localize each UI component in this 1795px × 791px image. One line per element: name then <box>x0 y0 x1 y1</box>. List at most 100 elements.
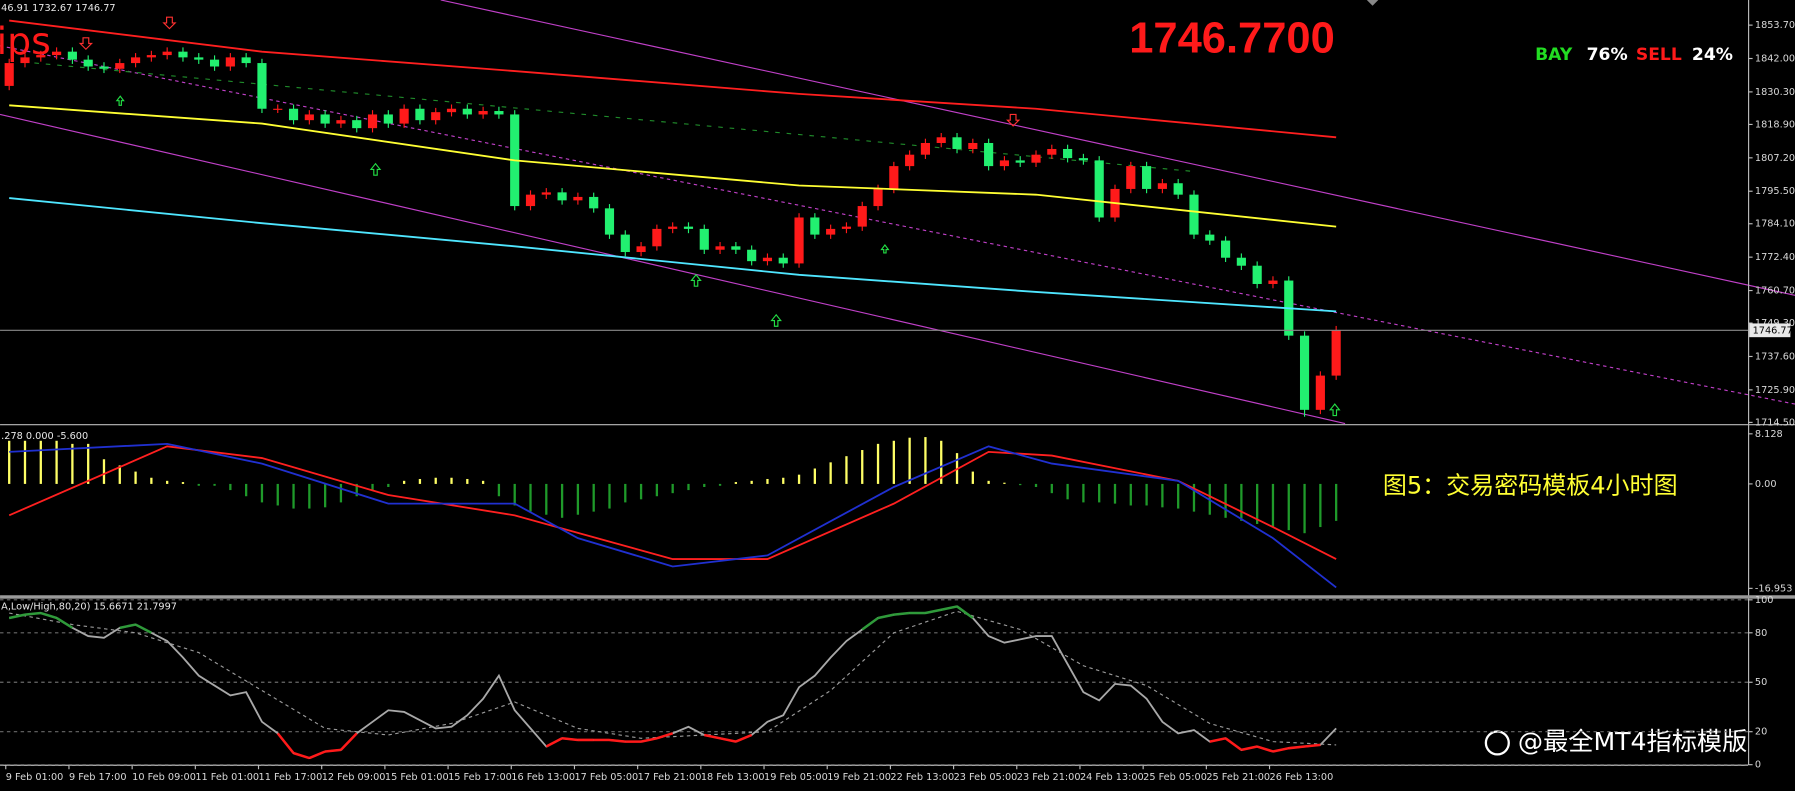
zone-segment <box>545 737 563 748</box>
arrow-up <box>115 95 125 106</box>
candle-body <box>1126 166 1136 189</box>
histogram-bar <box>339 483 343 503</box>
zone-segment <box>719 737 737 743</box>
zone-segment <box>561 737 579 742</box>
histogram-bar <box>213 483 216 486</box>
candle-body <box>1268 280 1278 284</box>
y-tick-label: 1853.70 <box>1755 20 1795 31</box>
histogram-bar <box>323 483 327 508</box>
histogram-bar <box>655 483 659 497</box>
y-tick-label: 1737.60 <box>1755 351 1795 362</box>
candle-body <box>209 59 220 67</box>
histogram-bar <box>1240 483 1243 521</box>
candle-body <box>415 108 425 121</box>
caption: 图5：交易密码模板4小时图 <box>1383 472 1678 500</box>
histogram-bar <box>481 480 485 484</box>
histogram-bar <box>892 440 895 484</box>
zone-segment <box>1209 737 1226 743</box>
candle-body <box>1094 160 1104 218</box>
sell-share: 24% <box>1692 45 1733 65</box>
histogram-bar <box>1192 483 1196 512</box>
candle-body <box>589 196 599 209</box>
histogram-bar <box>766 478 769 484</box>
y-tick-label: 1714.50 <box>1755 417 1795 428</box>
histogram-bar <box>940 440 943 484</box>
candle-body <box>1252 265 1262 284</box>
histogram-bar <box>1082 483 1085 503</box>
time-label: 25 Feb 21:00 <box>1206 772 1270 783</box>
candle-body <box>905 154 915 167</box>
candle-body <box>4 63 14 86</box>
zone-segment <box>956 605 974 619</box>
candle-body <box>446 108 457 113</box>
candle-body <box>747 249 757 262</box>
candle-body <box>873 188 883 207</box>
histogram-bar <box>829 462 832 484</box>
panel-separator <box>0 595 1795 599</box>
histogram-bar <box>639 483 643 500</box>
zone-segment <box>877 613 895 620</box>
histogram-bar <box>718 483 722 486</box>
time-label: 24 Feb 13:00 <box>1080 772 1144 783</box>
histogram-bar <box>245 483 248 497</box>
candle-body <box>936 137 946 143</box>
histogram-bar <box>703 483 706 487</box>
arrow-up <box>880 244 890 254</box>
scroll-marker <box>1366 0 1379 6</box>
histogram-bar <box>87 443 90 484</box>
candle-body <box>731 246 741 250</box>
candle-body <box>1063 148 1073 159</box>
histogram-bar <box>1224 483 1227 518</box>
histogram-bar <box>797 474 801 484</box>
y-tick-label: 1760.70 <box>1755 286 1795 297</box>
current-price-box <box>1749 323 1791 338</box>
candle-body <box>810 217 820 235</box>
y-tick-label: 50 <box>1755 677 1767 688</box>
candle-body <box>920 142 931 155</box>
buy-share: 76% <box>1587 45 1628 65</box>
candle-body <box>320 114 330 124</box>
zone-segment <box>940 605 958 611</box>
candle-body <box>273 108 283 110</box>
histogram-bar <box>450 477 453 484</box>
candle-body <box>431 112 441 121</box>
y-tick-label: 20 <box>1755 727 1767 738</box>
candle-body <box>762 257 773 262</box>
histogram-bar <box>434 477 437 484</box>
histogram-bar <box>687 483 690 491</box>
histogram-bar <box>371 483 374 491</box>
histogram-bar <box>418 478 422 484</box>
y-tick-label: 0 <box>1755 760 1761 771</box>
histogram-bar <box>1177 483 1180 509</box>
histogram-bar <box>1319 483 1322 528</box>
zone-segment <box>640 737 658 743</box>
buy-label: BAY <box>1535 45 1573 65</box>
zone-segment <box>925 608 942 615</box>
histogram-bar <box>39 440 42 484</box>
zone-segment <box>40 611 57 620</box>
candle-body <box>1142 166 1152 189</box>
indicator-line <box>9 442 1337 589</box>
histogram-bar <box>1161 483 1164 508</box>
candle-body <box>984 142 994 167</box>
zone-segment <box>1256 745 1274 753</box>
histogram-bar <box>8 440 11 484</box>
watermark: @最全MT4指标模版 <box>1518 727 1747 756</box>
y-tick-label: 1795.50 <box>1755 186 1795 197</box>
candle-body <box>683 226 694 229</box>
y-tick-label: 8.128 <box>1755 429 1783 440</box>
zone-segment <box>308 750 326 760</box>
candle-body <box>1047 148 1057 155</box>
candle-body <box>241 57 251 64</box>
arrow-up <box>690 273 702 287</box>
histogram-bar <box>1050 483 1053 494</box>
time-label: 19 Feb 05:00 <box>764 772 828 783</box>
zone-segment <box>1304 743 1321 748</box>
channel-upper <box>440 0 1795 296</box>
histogram-bar <box>908 437 911 484</box>
candle-body <box>162 51 172 56</box>
y-tick-label: 1784.10 <box>1755 219 1795 230</box>
histogram-bar <box>229 483 232 491</box>
buy-arrows <box>115 95 1341 417</box>
histogram-bar <box>466 478 469 484</box>
